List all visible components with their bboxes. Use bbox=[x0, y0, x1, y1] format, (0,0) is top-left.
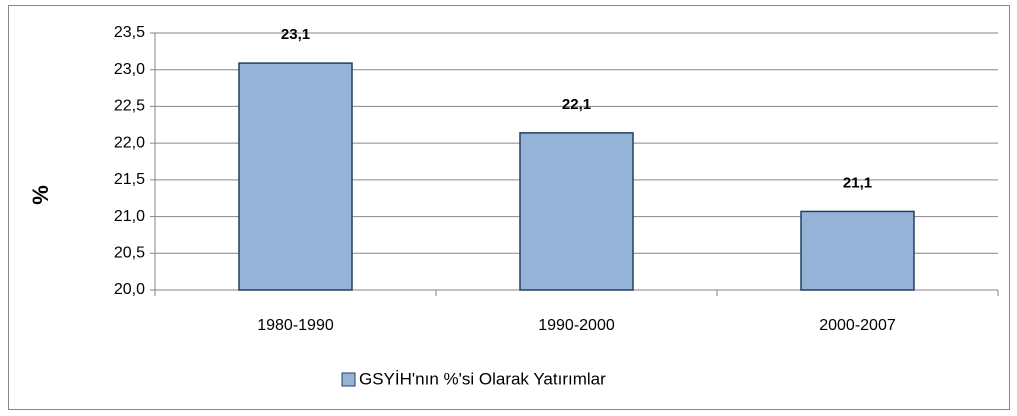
value-label: 21,1 bbox=[843, 174, 872, 191]
y-tick-label: 23,0 bbox=[114, 61, 145, 78]
y-tick-label: 21,5 bbox=[114, 171, 145, 188]
value-label: 23,1 bbox=[281, 26, 310, 43]
bar bbox=[238, 62, 353, 291]
y-tick-label: 23,5 bbox=[114, 24, 145, 41]
x-tick-label: 1990-2000 bbox=[538, 317, 615, 334]
y-tick-label: 22,5 bbox=[114, 98, 145, 115]
x-tick-label: 1980-1990 bbox=[257, 317, 334, 334]
value-label: 22,1 bbox=[562, 96, 591, 113]
legend-label: GSYİH'nın %'si Olarak Yatırımlar bbox=[359, 369, 606, 388]
y-tick-label: 20,0 bbox=[114, 281, 145, 298]
bar bbox=[519, 132, 634, 291]
bar bbox=[800, 210, 915, 291]
chart-border bbox=[8, 5, 1010, 410]
y-tick-label: 20,5 bbox=[114, 245, 145, 262]
y-tick-label: 21,0 bbox=[114, 208, 145, 225]
y-tick-label: 22,0 bbox=[114, 134, 145, 151]
legend-swatch bbox=[341, 372, 356, 387]
x-tick-label: 2000-2007 bbox=[819, 317, 896, 334]
y-axis-label: % bbox=[28, 185, 53, 205]
